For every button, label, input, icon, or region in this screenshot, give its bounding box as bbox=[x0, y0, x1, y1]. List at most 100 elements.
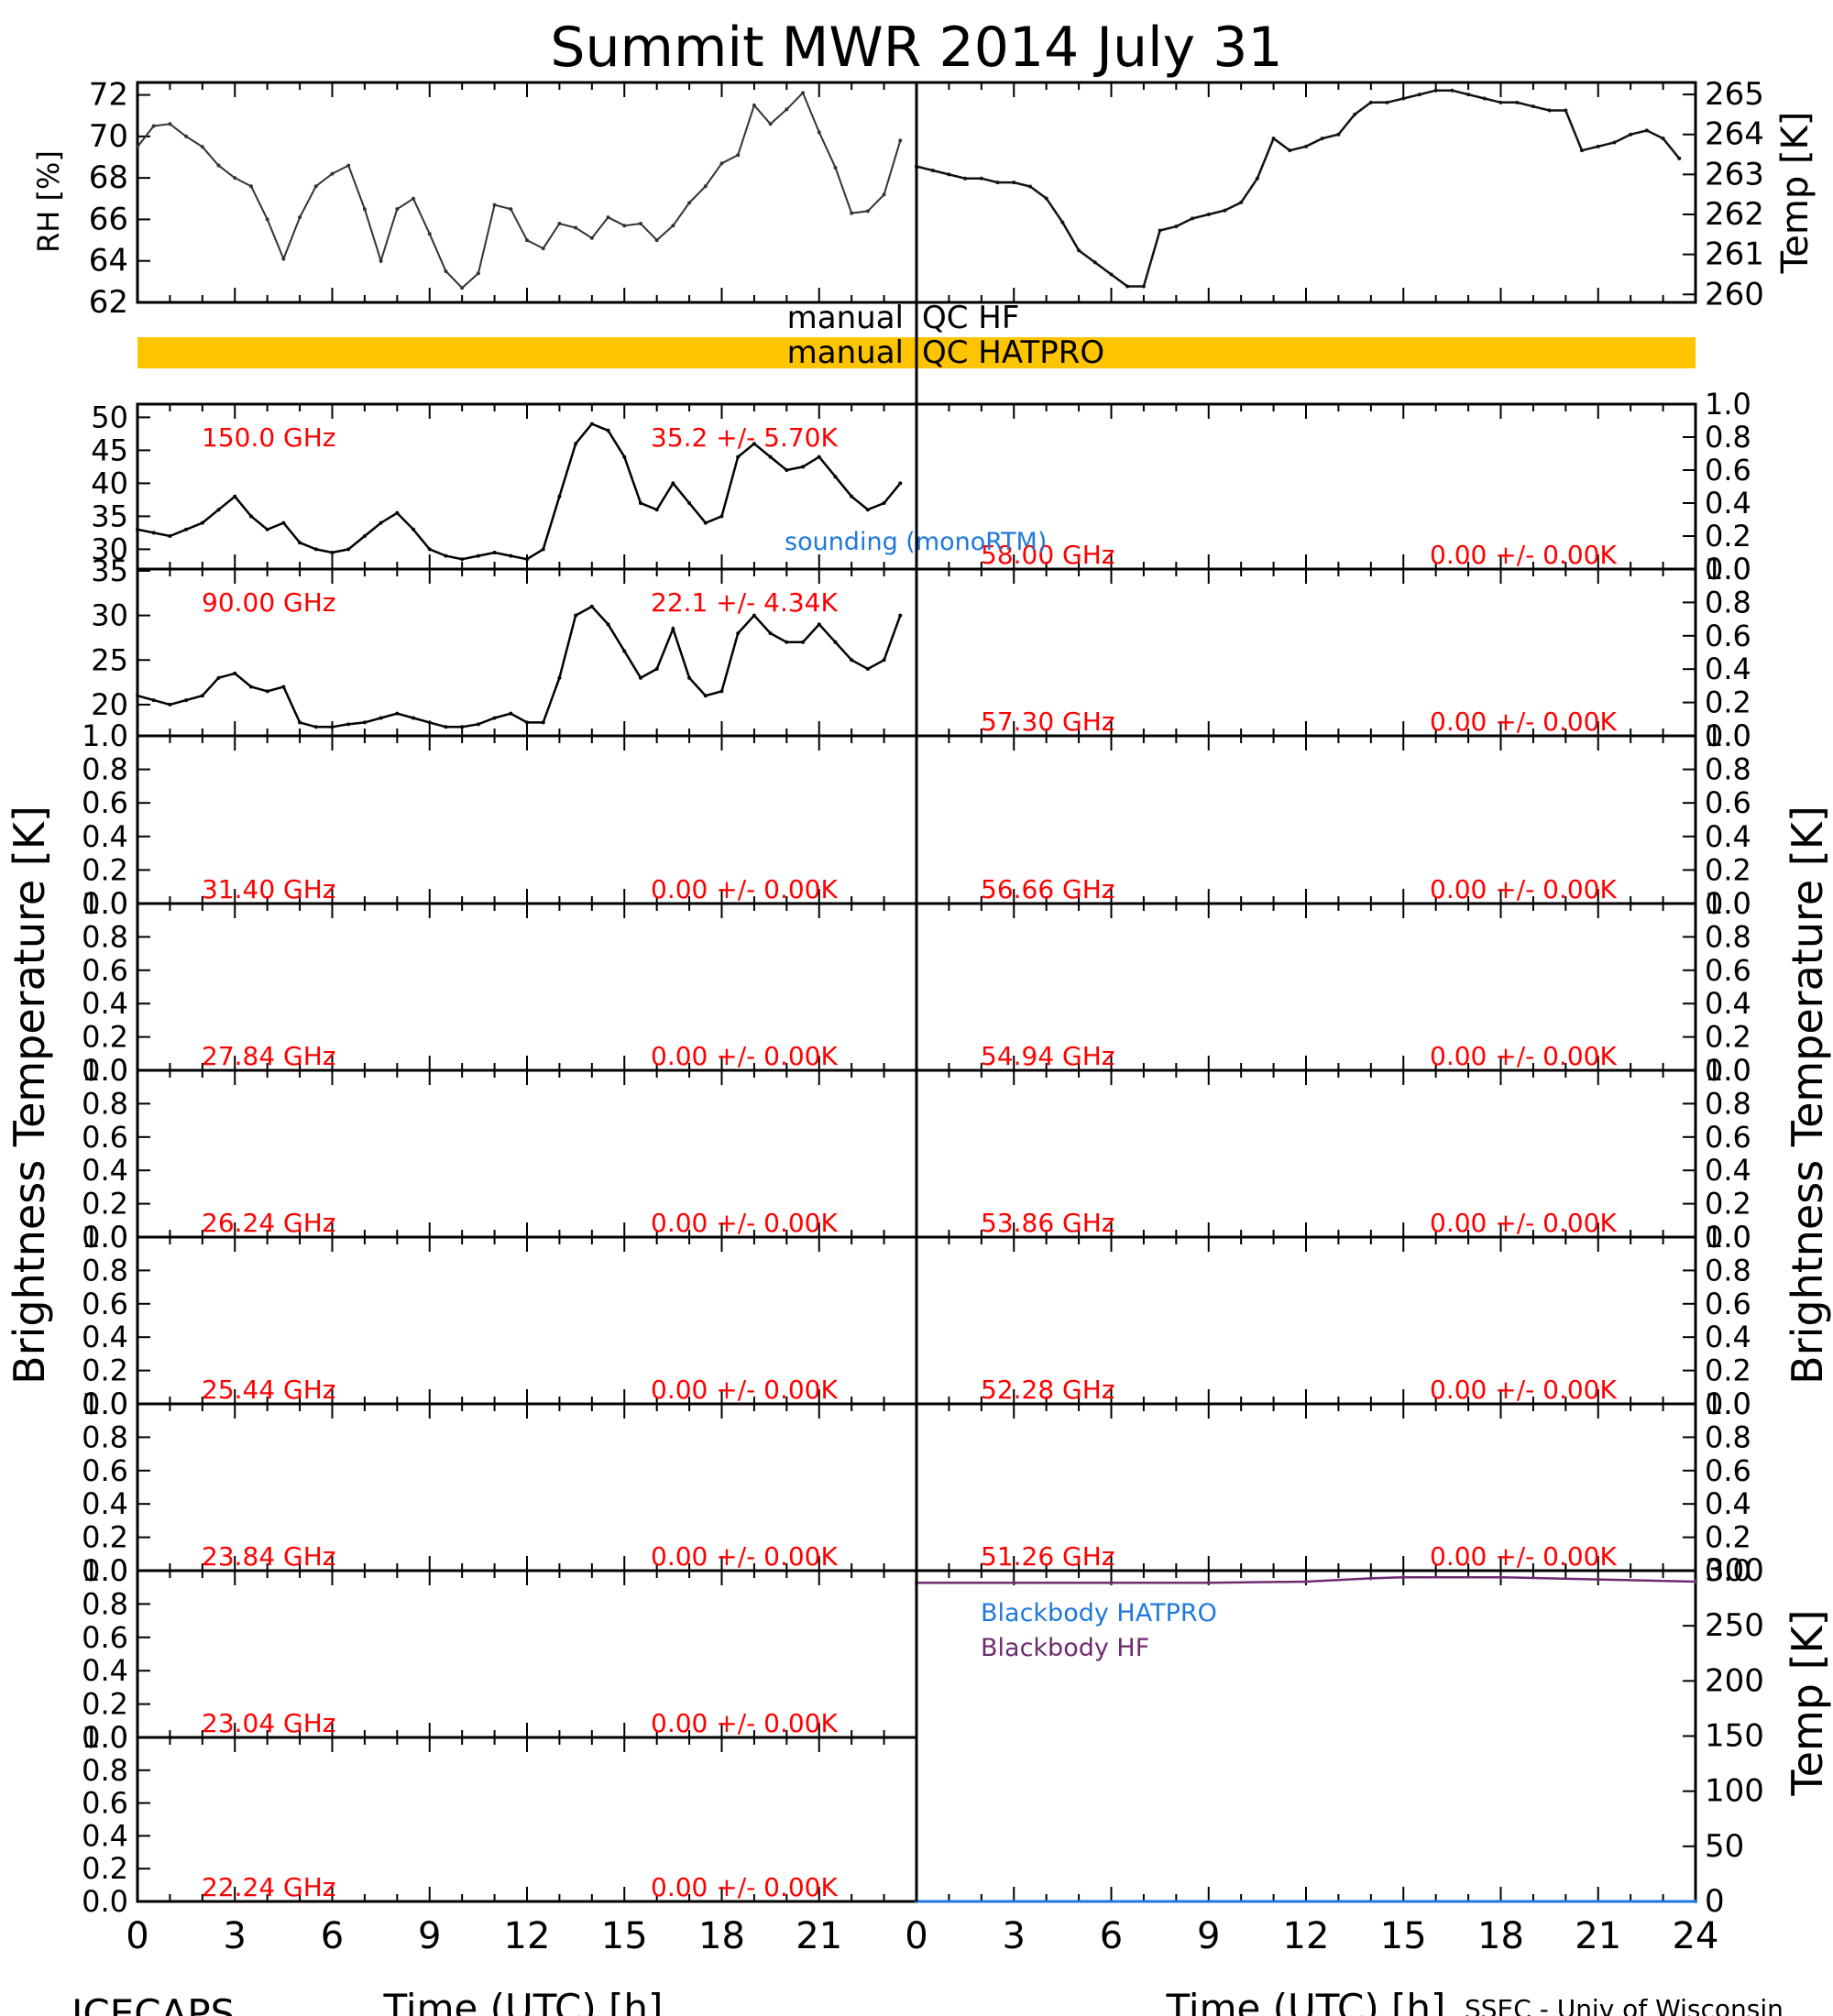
rh-series-point bbox=[898, 138, 903, 143]
bt-right-empty-6-ytick-label: 0.8 bbox=[1705, 1419, 1751, 1454]
bt-left-empty-5-ytick-label: 0.4 bbox=[82, 1653, 128, 1688]
blackbody-panel-ytick-label: 300 bbox=[1705, 1552, 1764, 1589]
temp-series-point bbox=[1466, 93, 1471, 97]
blackbody-hf-series-point bbox=[1206, 1581, 1211, 1585]
bt-right-empty-1-ytick-label: 1.0 bbox=[1705, 552, 1751, 586]
temp-panel-ytick-label: 260 bbox=[1705, 276, 1764, 312]
bt-freq-label-left-5: 23.04 GHz bbox=[202, 1708, 336, 1738]
temp-axis-title: Temp [K] bbox=[1774, 112, 1817, 275]
bt-left-panel-1-ytick-label: 30 bbox=[91, 598, 128, 633]
bt-right-empty-0-ytick-label: 0.6 bbox=[1705, 453, 1751, 488]
rh-series-point bbox=[606, 215, 610, 220]
bt-left-panel-0-ytick-label: 45 bbox=[91, 433, 128, 467]
bt-series-bt-150-point bbox=[281, 520, 286, 525]
bt-series-bt-90-point bbox=[736, 631, 741, 636]
rh-series-point bbox=[785, 107, 789, 112]
temp-series-point bbox=[979, 176, 983, 181]
bt-series-bt-90-point bbox=[850, 658, 854, 663]
bt-series-bt-150-point bbox=[736, 455, 741, 459]
temp-series-point bbox=[1531, 104, 1535, 109]
time-tick-label-right: 15 bbox=[1380, 1915, 1427, 1957]
bt-left-empty-6-ytick-label: 0.6 bbox=[82, 1786, 128, 1821]
bt-left-empty-5-ytick-label: 0.8 bbox=[82, 1586, 128, 1621]
rh-series-point bbox=[654, 238, 659, 243]
bt-series-bt-90-point bbox=[492, 716, 497, 720]
bt-freq-label-left-4: 23.84 GHz bbox=[202, 1541, 336, 1572]
bt-freq-label-right-5: 52.28 GHz bbox=[981, 1375, 1115, 1405]
blackbody-panel-ytick-label: 100 bbox=[1705, 1773, 1764, 1810]
bt-series-bt-150-point bbox=[444, 553, 448, 558]
rh-series-point bbox=[151, 124, 156, 128]
temp-panel bbox=[915, 81, 1697, 304]
bt-series-bt-90-point bbox=[346, 722, 351, 727]
bt-stat-label-right-6: 0.00 +/- 0.00K bbox=[1430, 1541, 1617, 1572]
bt-left-empty-0-ytick-label: 1.0 bbox=[82, 718, 128, 753]
bt-right-empty-2-ytick-label: 0.2 bbox=[1705, 852, 1751, 887]
bt-series-bt-90-point bbox=[476, 722, 480, 727]
bt-series-bt-150-point bbox=[184, 527, 189, 531]
bt-series-bt-90-point bbox=[427, 720, 432, 725]
temp-panel-ytick-label: 264 bbox=[1705, 116, 1764, 153]
temp-series-point bbox=[1596, 144, 1600, 148]
bt-series-bt-90-point bbox=[541, 720, 545, 725]
bt-series-bt-150-point bbox=[168, 534, 172, 538]
bt-left-empty-6-ytick-label: 0.0 bbox=[82, 1884, 128, 1919]
bt-series-bt-150-point bbox=[330, 551, 335, 554]
bt-right-empty-0-ytick-label: 0.8 bbox=[1705, 420, 1751, 455]
bt-freq-label-right-1: 57.30 GHz bbox=[981, 707, 1115, 737]
bt-right-empty-2-ytick-label: 0.4 bbox=[1705, 819, 1751, 854]
temp-series-point bbox=[1580, 148, 1585, 153]
bt-series-bt-90-point bbox=[395, 711, 400, 716]
rh-panel-ytick-label: 68 bbox=[89, 159, 128, 196]
bt-series-bt-150-point bbox=[589, 422, 594, 426]
bt-series-bt-90-point bbox=[298, 720, 302, 725]
bt-left-empty-3-ytick-label: 0.6 bbox=[82, 1287, 128, 1321]
bt-series-bt-150-point bbox=[768, 455, 773, 459]
temp-series-point bbox=[1385, 100, 1389, 104]
bt-right-empty-1-ytick-label: 0.8 bbox=[1705, 585, 1751, 619]
rh-series-point bbox=[200, 145, 204, 149]
temp-series-point bbox=[1044, 196, 1048, 201]
bt-left-panel-1-ytick-label: 20 bbox=[91, 687, 128, 722]
temp-series bbox=[916, 89, 1681, 288]
bt-left-empty-5-ytick-label: 1.0 bbox=[82, 1553, 128, 1588]
bt-series-bt-90-point bbox=[719, 689, 724, 694]
time-tick-label-right: 6 bbox=[1100, 1915, 1123, 1957]
bt-left-empty-1-ytick-label: 0.4 bbox=[82, 986, 128, 1021]
bt-series-bt-150-point bbox=[850, 494, 854, 499]
temp-series-point bbox=[1661, 137, 1665, 141]
temp-series-point bbox=[1092, 260, 1097, 265]
bt-left-panel-0-ytick-label: 30 bbox=[91, 531, 128, 566]
rh-series-point bbox=[184, 134, 189, 138]
time-tick-label-right: 21 bbox=[1575, 1915, 1621, 1957]
bt-series-bt-90-point bbox=[233, 671, 237, 675]
bt-stat-label-right-1: 0.00 +/- 0.00K bbox=[1430, 707, 1617, 737]
temp-series-point bbox=[1320, 137, 1324, 141]
rh-series-point bbox=[427, 232, 432, 236]
time-tick-label-left: 9 bbox=[418, 1915, 441, 1957]
temp-series-point bbox=[1677, 156, 1682, 160]
blackbody-hf-series-point bbox=[1694, 1580, 1697, 1584]
blackbody-panel-ytick-label: 150 bbox=[1705, 1718, 1764, 1755]
bt-freq-label-left-6: 22.24 GHz bbox=[202, 1872, 336, 1902]
bt-stat-label-right-5: 0.00 +/- 0.00K bbox=[1430, 1375, 1617, 1405]
bt-freq-label-right-3: 54.94 GHz bbox=[981, 1041, 1115, 1071]
time-tick-label-right: 3 bbox=[1003, 1915, 1026, 1957]
bt-series-bt-150-point bbox=[574, 442, 578, 446]
rh-series-point bbox=[168, 122, 172, 126]
temp-series-point bbox=[1077, 248, 1081, 253]
time-tick-label-right: 0 bbox=[905, 1915, 927, 1957]
bt-left-panel-1-ytick-label: 25 bbox=[91, 642, 128, 677]
rh-series-point bbox=[736, 153, 741, 158]
bt-series-bt-150-point bbox=[557, 494, 562, 499]
bt-freq-label-right-6: 51.26 GHz bbox=[981, 1541, 1115, 1572]
bt-series-bt-90-point bbox=[168, 702, 172, 707]
bt-right-empty-0-ytick-label: 1.0 bbox=[1705, 387, 1751, 422]
rh-series-point bbox=[265, 217, 269, 222]
bt-freq-label-right-4: 53.86 GHz bbox=[981, 1208, 1115, 1238]
blackbody-panel-ytick-label: 200 bbox=[1705, 1662, 1764, 1699]
temp-series-point bbox=[1629, 132, 1633, 137]
bt-series-bt-90-point bbox=[248, 685, 253, 689]
rh-series-point bbox=[492, 203, 497, 207]
